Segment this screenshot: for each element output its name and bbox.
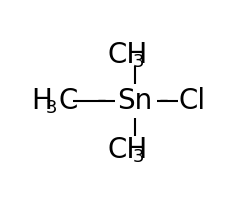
Text: 3: 3 <box>133 148 144 166</box>
Text: Cl: Cl <box>178 87 206 115</box>
Text: CH: CH <box>107 41 147 69</box>
Text: 3: 3 <box>46 99 57 117</box>
Text: Sn: Sn <box>117 87 152 115</box>
Text: 3: 3 <box>133 53 144 71</box>
Text: CH: CH <box>107 136 147 164</box>
Text: -: - <box>158 87 168 115</box>
Text: H: H <box>32 87 52 115</box>
Text: C: C <box>58 87 78 115</box>
Text: -: - <box>96 87 106 115</box>
